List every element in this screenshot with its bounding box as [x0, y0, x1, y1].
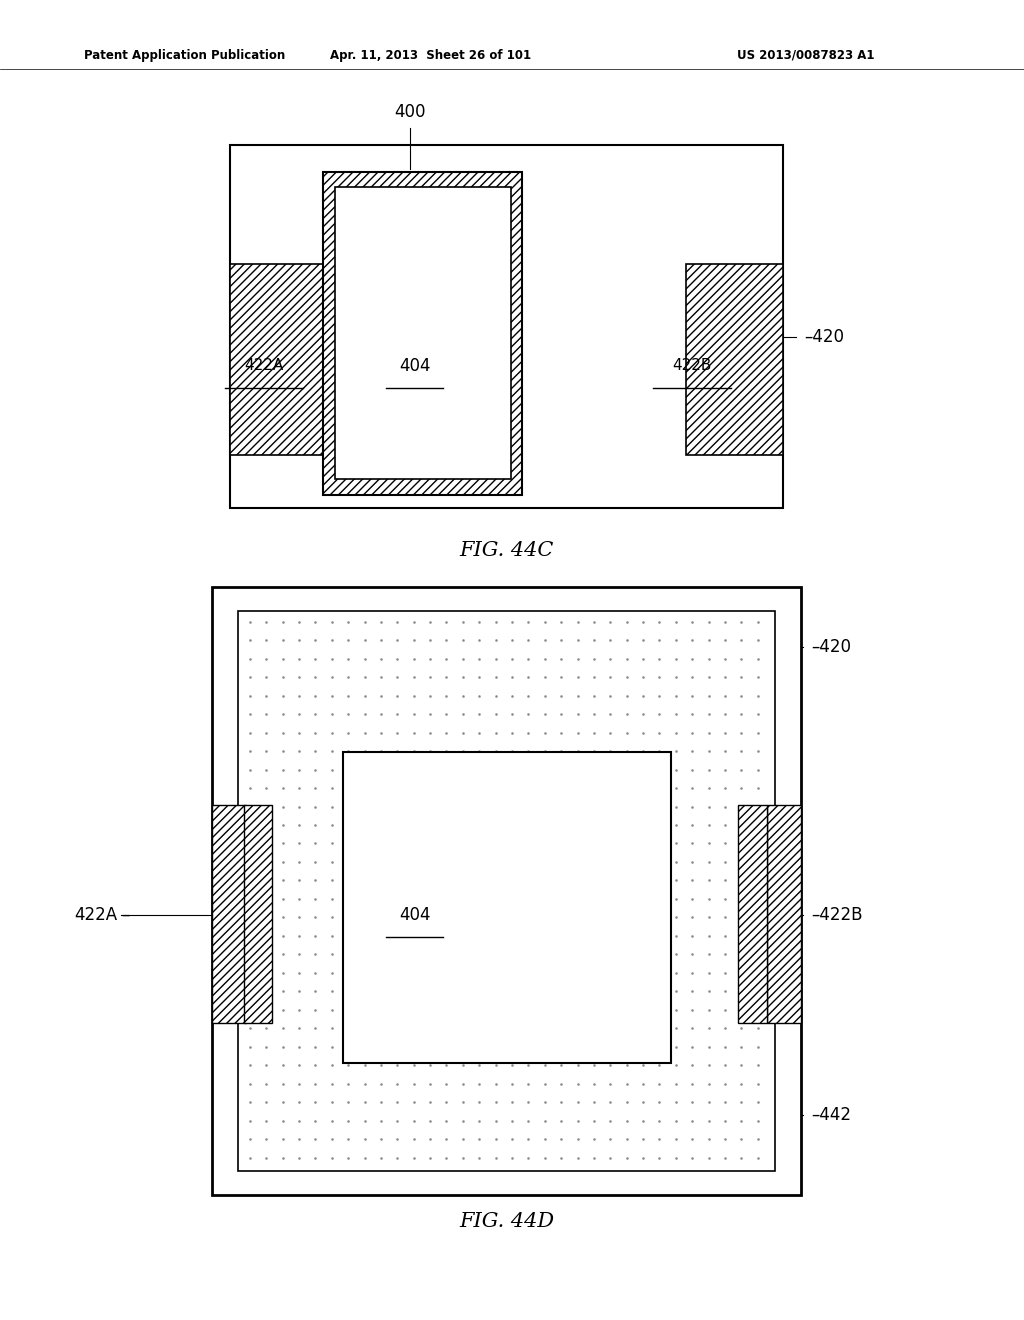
Bar	[343, 752, 671, 1063]
Text: –422B: –422B	[811, 906, 862, 924]
Text: US 2013/0087823 A1: US 2013/0087823 A1	[737, 49, 874, 62]
Text: 404: 404	[399, 906, 430, 924]
Text: 422B: 422B	[673, 358, 712, 374]
Bar	[686, 264, 783, 455]
Bar	[323, 172, 522, 495]
Text: 422A: 422A	[245, 358, 284, 374]
Text: 400: 400	[394, 103, 425, 121]
Text: FIG. 44C: FIG. 44C	[460, 541, 554, 560]
Bar	[230, 145, 783, 508]
Text: –420: –420	[811, 638, 851, 656]
Text: Apr. 11, 2013  Sheet 26 of 101: Apr. 11, 2013 Sheet 26 of 101	[330, 49, 530, 62]
Text: –: –	[121, 906, 129, 924]
Text: 404: 404	[399, 356, 430, 375]
Bar	[212, 587, 801, 1195]
Bar	[212, 805, 246, 1023]
Bar	[767, 805, 801, 1023]
Bar	[738, 805, 767, 1023]
Text: Patent Application Publication: Patent Application Publication	[84, 49, 286, 62]
Text: –420: –420	[804, 327, 844, 346]
Text: FIG. 44D: FIG. 44D	[460, 1212, 554, 1230]
Bar	[230, 264, 328, 455]
Text: –442: –442	[811, 1106, 851, 1125]
Bar	[238, 611, 775, 1171]
Bar	[335, 187, 511, 479]
Bar	[244, 805, 272, 1023]
Text: 422A: 422A	[75, 906, 118, 924]
